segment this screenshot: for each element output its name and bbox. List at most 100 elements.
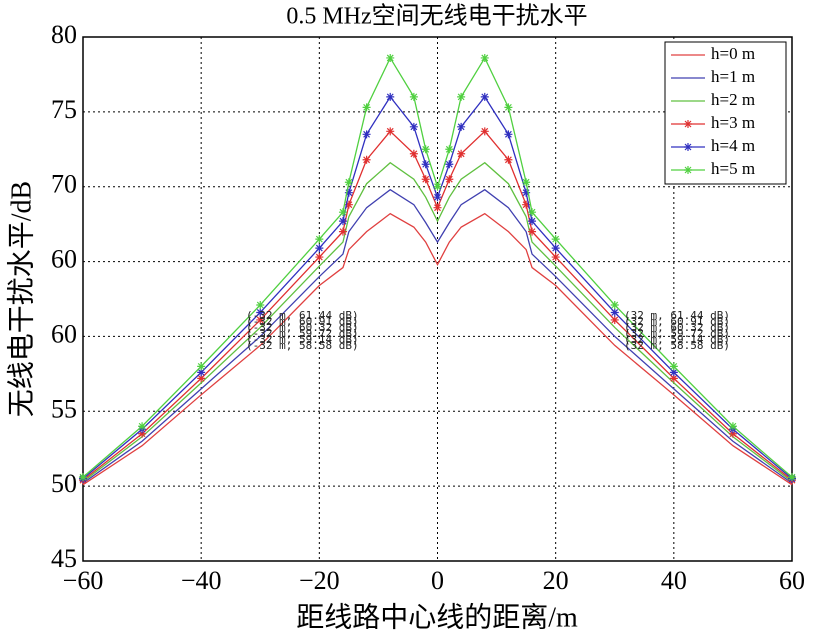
marker xyxy=(522,188,531,197)
annotation: (-32 m, 59.14 dB) xyxy=(246,333,359,346)
marker xyxy=(684,143,692,151)
marker xyxy=(315,235,324,244)
annotation: (32 m, 59.14 dB) xyxy=(624,333,730,346)
marker xyxy=(504,103,513,112)
annotation: (-32 m, 60.91 dB) xyxy=(246,315,359,328)
marker xyxy=(669,362,678,371)
marker xyxy=(256,300,265,309)
x-tick-label: 20 xyxy=(543,566,569,595)
y-tick-label: 75 xyxy=(51,95,77,124)
marker xyxy=(457,149,466,158)
marker xyxy=(457,122,466,131)
annotation: (32 m, 61.44 dB) xyxy=(624,309,730,322)
marker xyxy=(79,473,87,482)
y-tick-label: 80 xyxy=(51,20,77,49)
x-tick-label: 60 xyxy=(779,566,805,595)
series-line xyxy=(82,161,793,483)
x-tick-label: −40 xyxy=(181,566,222,595)
plot-frame xyxy=(82,36,793,562)
legend-label: h=4 m xyxy=(711,136,755,155)
annotation: (-32 m, 59.72 dB) xyxy=(246,327,359,340)
marker xyxy=(551,253,560,262)
annotation: (32 m, 59.72 dB) xyxy=(624,327,730,340)
annotation: (32 m, 60.32 dB) xyxy=(624,321,730,334)
marker xyxy=(669,374,678,383)
marker xyxy=(344,200,353,209)
marker xyxy=(684,120,692,128)
annotation: (-32 m, 60.32 dB) xyxy=(246,321,359,334)
y-tick-label: 55 xyxy=(51,394,77,423)
y-tick-label: 60 xyxy=(51,319,77,348)
marker xyxy=(409,92,418,101)
marker xyxy=(338,227,347,236)
marker xyxy=(480,127,489,136)
annotation: (-32 m, 58.58 dB) xyxy=(246,339,359,352)
marker xyxy=(528,217,537,226)
x-axis-label: 距线路中心线的距离/m xyxy=(296,601,578,633)
marker xyxy=(445,160,454,169)
marker xyxy=(551,235,560,244)
x-tick-label: 0 xyxy=(431,566,444,595)
marker xyxy=(338,208,347,217)
x-tick-label: −20 xyxy=(299,566,340,595)
marker xyxy=(197,362,206,371)
marker xyxy=(197,374,206,383)
series-line xyxy=(82,212,793,486)
marker xyxy=(197,368,206,377)
marker xyxy=(338,217,347,226)
marker xyxy=(528,227,537,236)
legend-label: h=2 m xyxy=(711,90,755,109)
marker xyxy=(344,178,353,187)
marker xyxy=(788,473,796,482)
marker xyxy=(457,92,466,101)
y-tick-label: 70 xyxy=(51,170,77,199)
y-tick-label: 50 xyxy=(51,469,77,498)
marker xyxy=(610,315,619,324)
marker xyxy=(138,429,147,438)
marker xyxy=(344,188,353,197)
marker xyxy=(528,208,537,217)
marker xyxy=(421,175,430,184)
marker xyxy=(386,92,395,101)
marker xyxy=(433,193,442,202)
y-axis-label: 无线电干扰水平/dB xyxy=(5,181,37,417)
y-tick-label: 60 xyxy=(51,245,77,274)
marker xyxy=(315,253,324,262)
y-tick-label: 45 xyxy=(51,544,77,573)
legend-box xyxy=(664,41,787,185)
marker xyxy=(362,103,371,112)
legend-label: h=1 m xyxy=(711,67,755,86)
legend-label: h=0 m xyxy=(711,44,755,63)
legend-label: h=5 m xyxy=(711,159,755,178)
chart-title: 0.5 MHz空间无线电干扰水平 xyxy=(286,3,587,30)
marker xyxy=(386,53,395,62)
marker xyxy=(445,145,454,154)
x-tick-label: −60 xyxy=(63,566,104,595)
annotation: (-32 m, 61.44 dB) xyxy=(246,309,359,322)
marker xyxy=(421,145,430,154)
annotation: (32 m, 58.58 dB) xyxy=(624,339,730,352)
marker xyxy=(409,122,418,131)
marker xyxy=(522,200,531,209)
marker xyxy=(138,422,147,431)
x-tick-label: 40 xyxy=(661,566,687,595)
marker xyxy=(728,429,737,438)
marker xyxy=(610,300,619,309)
marker xyxy=(522,178,531,187)
marker xyxy=(684,166,692,174)
marker xyxy=(386,127,395,136)
marker xyxy=(433,182,442,191)
annotation: (32 m, 60.91 dB) xyxy=(624,315,730,328)
marker xyxy=(433,203,442,212)
marker xyxy=(504,130,513,139)
marker xyxy=(728,422,737,431)
legend-label: h=3 m xyxy=(711,113,755,132)
series-line xyxy=(82,188,793,484)
marker xyxy=(551,244,560,253)
marker xyxy=(480,53,489,62)
marker xyxy=(480,92,489,101)
marker xyxy=(256,308,265,317)
marker xyxy=(256,315,265,324)
marker xyxy=(409,149,418,158)
